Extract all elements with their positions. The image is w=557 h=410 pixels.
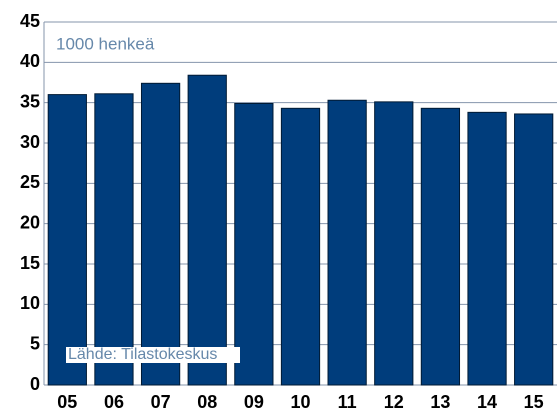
x-tick-label: 07 (151, 392, 171, 410)
x-tick-label: 08 (197, 392, 217, 410)
y-tick-label: 35 (20, 91, 40, 111)
x-tick-label: 12 (384, 392, 404, 410)
bar (327, 99, 367, 386)
bar (420, 107, 461, 386)
bar (47, 94, 87, 386)
x-tick-label: 10 (290, 392, 310, 410)
x-tick-label: 05 (57, 392, 77, 410)
y-tick-label: 45 (20, 11, 40, 31)
y-tick-label: 5 (30, 333, 40, 353)
x-tick-label: 14 (477, 392, 497, 410)
y-tick-label: 0 (30, 374, 40, 394)
unit-note: 1000 henkeä (56, 34, 155, 53)
y-tick-label: 40 (20, 51, 40, 71)
x-tick-label: 13 (430, 392, 450, 410)
x-tick-label: 09 (244, 392, 264, 410)
y-tick-label: 30 (20, 132, 40, 152)
y-tick-label: 20 (20, 212, 40, 232)
bar (140, 82, 181, 386)
x-tick-label: 06 (104, 392, 124, 410)
bar (187, 74, 227, 386)
y-tick-label: 15 (20, 253, 40, 273)
bar (234, 102, 274, 386)
bar (467, 111, 507, 386)
y-tick-label: 25 (20, 172, 40, 192)
x-tick-label: 11 (338, 392, 357, 410)
bar (514, 113, 554, 386)
bar (374, 101, 414, 386)
bar (94, 93, 134, 386)
source-note: Lähde: Tilastokeskus (68, 346, 217, 363)
x-tick-label: 15 (524, 392, 544, 410)
bar (280, 107, 321, 386)
source-box (66, 347, 240, 363)
y-tick-label: 10 (20, 293, 40, 313)
